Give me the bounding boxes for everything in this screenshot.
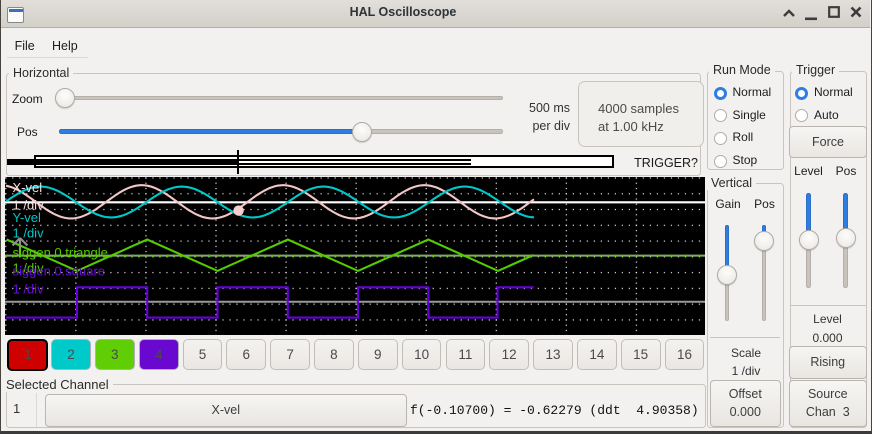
svg-text:1 /div: 1 /div (13, 261, 45, 276)
svg-text:1 /div: 1 /div (13, 226, 45, 241)
svg-text:1 /div: 1 /div (13, 282, 45, 297)
svg-text:siggen.0.triangle: siggen.0.triangle (13, 245, 108, 260)
svg-text:X-vel: X-vel (13, 180, 43, 195)
svg-text:Y-vel: Y-vel (13, 210, 42, 225)
svg-text:siggen.0.square: siggen.0.square (13, 264, 106, 279)
svg-text:1 /div: 1 /div (13, 198, 45, 213)
